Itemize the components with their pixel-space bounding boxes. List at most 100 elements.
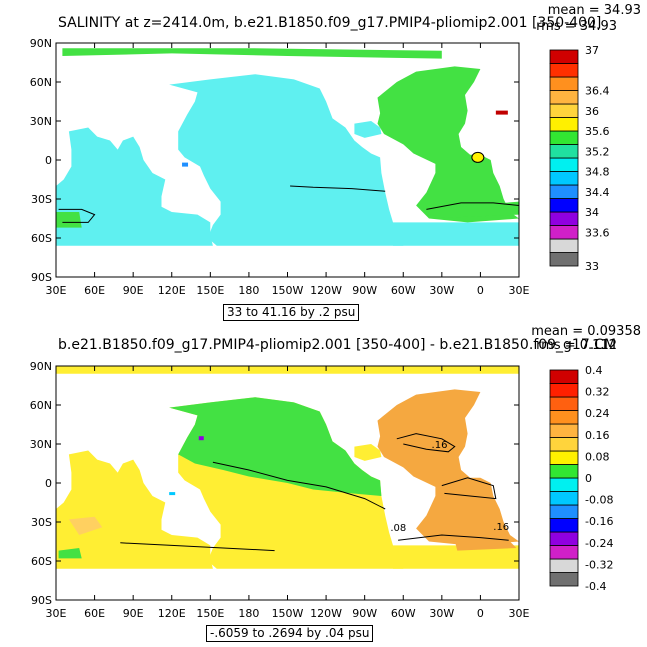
difference-map: .16 .08 .16 30E 60E 90E 120E 150E 180 150W 120W 90W… xyxy=(30,360,614,620)
negative-spot xyxy=(198,436,204,441)
colorbar-swatch xyxy=(549,238,579,253)
colorbar-swatch xyxy=(549,369,579,384)
x-tick-label: 90E xyxy=(123,284,144,297)
x-tick-label: 60E xyxy=(84,284,105,297)
colorbar-label: 36 xyxy=(585,105,599,118)
x-tick-label: 60E xyxy=(84,607,105,620)
y-tick-label: 60N xyxy=(30,399,52,412)
x-tick-label: 30E xyxy=(46,607,67,620)
colorbar-label: 35.6 xyxy=(585,125,610,138)
colorbar-swatch xyxy=(549,383,579,398)
colorbar-label: -0.08 xyxy=(585,494,613,507)
colorbar-swatch xyxy=(549,144,579,159)
mean-label: mean = 0.09358 xyxy=(531,324,641,339)
contour-label: .08 xyxy=(390,523,406,534)
colorbar-swatch xyxy=(549,211,579,226)
arctic-ocean xyxy=(62,48,442,59)
x-tick-label: 30E xyxy=(509,284,530,297)
colorbar-swatch xyxy=(549,198,579,213)
indian-ocean xyxy=(56,127,213,246)
rms-label: rms = 0.112 xyxy=(536,338,617,353)
contour-line xyxy=(426,202,520,210)
high-salinity-spot xyxy=(471,151,485,163)
southern-ocean xyxy=(393,222,519,246)
x-tick-label: 0 xyxy=(477,284,484,297)
southern-ocean xyxy=(393,545,519,569)
indian-orange-patch xyxy=(68,516,103,535)
x-tick-label: 120W xyxy=(310,607,342,620)
x-tick-label: 30E xyxy=(46,284,67,297)
y-tick-label: 90S xyxy=(31,594,52,607)
colorbar-swatch xyxy=(549,49,579,64)
y-tick-label: 30N xyxy=(30,115,52,128)
x-tick-label: 30E xyxy=(509,607,530,620)
low-salinity-spot xyxy=(182,162,189,167)
contour-line xyxy=(441,477,497,500)
difference-panel: mean = 0.09358 rms = 0.112 b.e21.B1850.f… xyxy=(0,323,647,646)
salinity-map: 30E 60E 90E 120E 150E 180 150W 120W 90W 60W 30W 0 30… xyxy=(30,37,610,297)
x-tick-label: 150W xyxy=(272,284,304,297)
negative-spot xyxy=(169,492,176,496)
colorbar-swatch xyxy=(549,545,579,560)
y-tick-label: 60N xyxy=(30,76,52,89)
colorbar-swatch xyxy=(549,450,579,465)
colorbar-swatch xyxy=(549,171,579,186)
contour-label: .16 xyxy=(432,440,448,451)
gulf-of-mexico xyxy=(354,444,382,461)
colorbar-swatch xyxy=(549,103,579,118)
x-tick-label: 0 xyxy=(477,607,484,620)
atlantic-ocean xyxy=(377,389,519,546)
colorbar-swatch xyxy=(549,518,579,533)
y-tick-label: 30S xyxy=(31,193,52,206)
colorbar-swatch xyxy=(549,130,579,145)
contour-line xyxy=(120,542,275,552)
north-pacific-anomaly xyxy=(169,397,382,496)
x-tick-label: 180 xyxy=(238,284,259,297)
colorbar-swatch xyxy=(549,477,579,492)
chart-title: SALINITY at z=2414.0m, b.e21.B1850.f09_g… xyxy=(58,15,602,31)
mean-label: mean = 34.93 xyxy=(547,3,641,18)
colorbar-label: -0.32 xyxy=(585,558,613,571)
colorbar-label: -0.4 xyxy=(585,580,606,593)
x-tick-label: 150W xyxy=(272,607,304,620)
atlantic-ocean xyxy=(377,66,519,223)
x-tick-label: 30W xyxy=(429,284,454,297)
south-atlantic-high xyxy=(426,201,519,219)
colorbar-label: 0 xyxy=(585,472,592,485)
x-tick-label: 180 xyxy=(238,607,259,620)
colorbar-swatch xyxy=(549,558,579,573)
contour-line xyxy=(396,433,456,453)
colorbar: -0.4 -0.32 -0.24 -0.16 -0.08 0 0.08 0.16 0.24 0.3… xyxy=(549,364,613,593)
colorbar-swatch xyxy=(549,225,579,240)
x-tick-label: 120E xyxy=(158,607,186,620)
colorbar-label: 37 xyxy=(585,44,599,57)
x-tick-label: 60W xyxy=(391,284,416,297)
colorbar-swatch xyxy=(549,423,579,438)
colorbar-swatch xyxy=(549,531,579,546)
colorbar-swatch xyxy=(549,157,579,172)
colorbar-swatch xyxy=(549,491,579,506)
colorbar: 33 33.6 34 34.4 34.8 35.2 35.6 36 36.4 37 xyxy=(549,44,610,273)
colorbar-label: 33.6 xyxy=(585,226,610,239)
colorbar-label: 0.4 xyxy=(585,364,603,377)
south-atlantic-patch xyxy=(454,537,517,551)
x-tick-label: 120E xyxy=(158,284,186,297)
pacific-ocean xyxy=(169,74,404,246)
agulhas-patch xyxy=(56,212,82,228)
colorbar-label: 34 xyxy=(585,206,599,219)
colorbar-swatch xyxy=(549,396,579,411)
x-tick-label: 90E xyxy=(123,607,144,620)
x-tick-label: 60W xyxy=(391,607,416,620)
colorbar-swatch xyxy=(549,252,579,267)
y-tick-label: 30N xyxy=(30,438,52,451)
chart-title: b.e21.B1850.f09_g17.PMIP4-pliomip2.001 [… xyxy=(58,337,617,353)
colorbar-label: 0.24 xyxy=(585,407,610,420)
colorbar-swatch xyxy=(549,63,579,78)
colorbar-label: 36.4 xyxy=(585,85,610,98)
colorbar-swatch xyxy=(549,410,579,425)
colorbar-label: 0.32 xyxy=(585,386,610,399)
y-tick-label: 60S xyxy=(31,232,52,245)
colorbar-swatch xyxy=(549,504,579,519)
gulf-of-mexico xyxy=(354,121,382,138)
colorbar-label: 34.4 xyxy=(585,186,610,199)
